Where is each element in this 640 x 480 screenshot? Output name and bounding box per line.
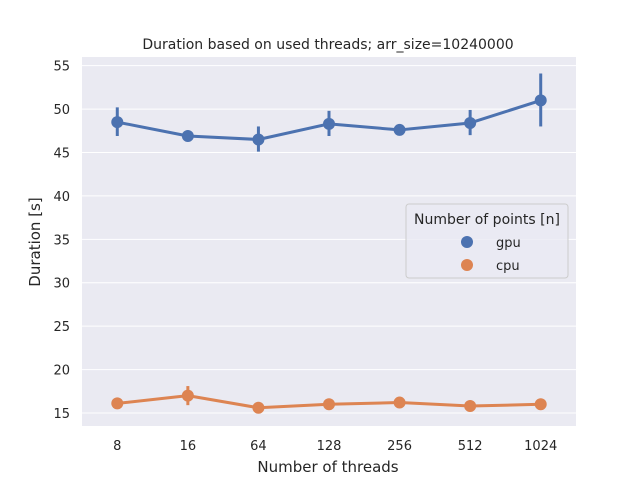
series-gpu — [111, 73, 547, 152]
legend-label-gpu: gpu — [496, 236, 521, 251]
data-point — [534, 94, 547, 107]
x-tick-label: 128 — [317, 439, 342, 454]
y-tick-label: 25 — [53, 320, 70, 335]
data-point — [534, 398, 547, 411]
legend-marker-cpu — [461, 259, 473, 271]
y-tick-label: 45 — [53, 147, 70, 162]
x-tick-label: 16 — [180, 439, 197, 454]
data-point — [393, 123, 406, 136]
x-tick-label: 512 — [458, 439, 483, 454]
x-tick-label: 256 — [387, 439, 412, 454]
y-tick-label: 15 — [53, 407, 70, 422]
data-point — [323, 398, 335, 411]
y-tick-label: 40 — [53, 190, 70, 205]
y-tick-label: 35 — [53, 233, 70, 248]
data-point — [252, 401, 265, 414]
x-axis-label: Number of threads — [257, 458, 398, 476]
data-point — [323, 117, 335, 130]
y-axis-label: Duration [s] — [26, 197, 44, 286]
series-cpu — [111, 386, 547, 414]
x-tick-label: 64 — [250, 439, 267, 454]
data-point — [464, 116, 477, 129]
data-point — [393, 396, 406, 409]
series-layer — [111, 73, 547, 414]
x-tick-label: 1024 — [524, 439, 557, 454]
legend-label-cpu: cpu — [496, 259, 520, 274]
y-tick-label: 30 — [53, 277, 70, 292]
legend: Number of points [n] gpu cpu — [405, 203, 569, 279]
chart-title: Duration based on used threads; arr_size… — [142, 37, 513, 53]
y-tick-labels: 15 20 25 30 35 40 45 50 55 — [53, 60, 70, 422]
x-tick-labels: 8 16 64 128 256 512 1024 — [113, 439, 557, 454]
y-tick-label: 20 — [53, 364, 70, 379]
y-tick-label: 55 — [53, 60, 70, 75]
data-point — [181, 389, 194, 402]
x-tick-label: 8 — [113, 439, 121, 454]
data-point — [111, 116, 124, 129]
data-point — [111, 397, 124, 410]
data-point — [252, 133, 265, 146]
legend-marker-gpu — [461, 236, 473, 248]
legend-box — [405, 203, 569, 279]
data-point — [181, 130, 194, 143]
grid — [82, 65, 576, 414]
legend-title: Number of points [n] — [414, 212, 560, 228]
y-tick-label: 50 — [53, 103, 70, 118]
data-point — [464, 400, 477, 413]
